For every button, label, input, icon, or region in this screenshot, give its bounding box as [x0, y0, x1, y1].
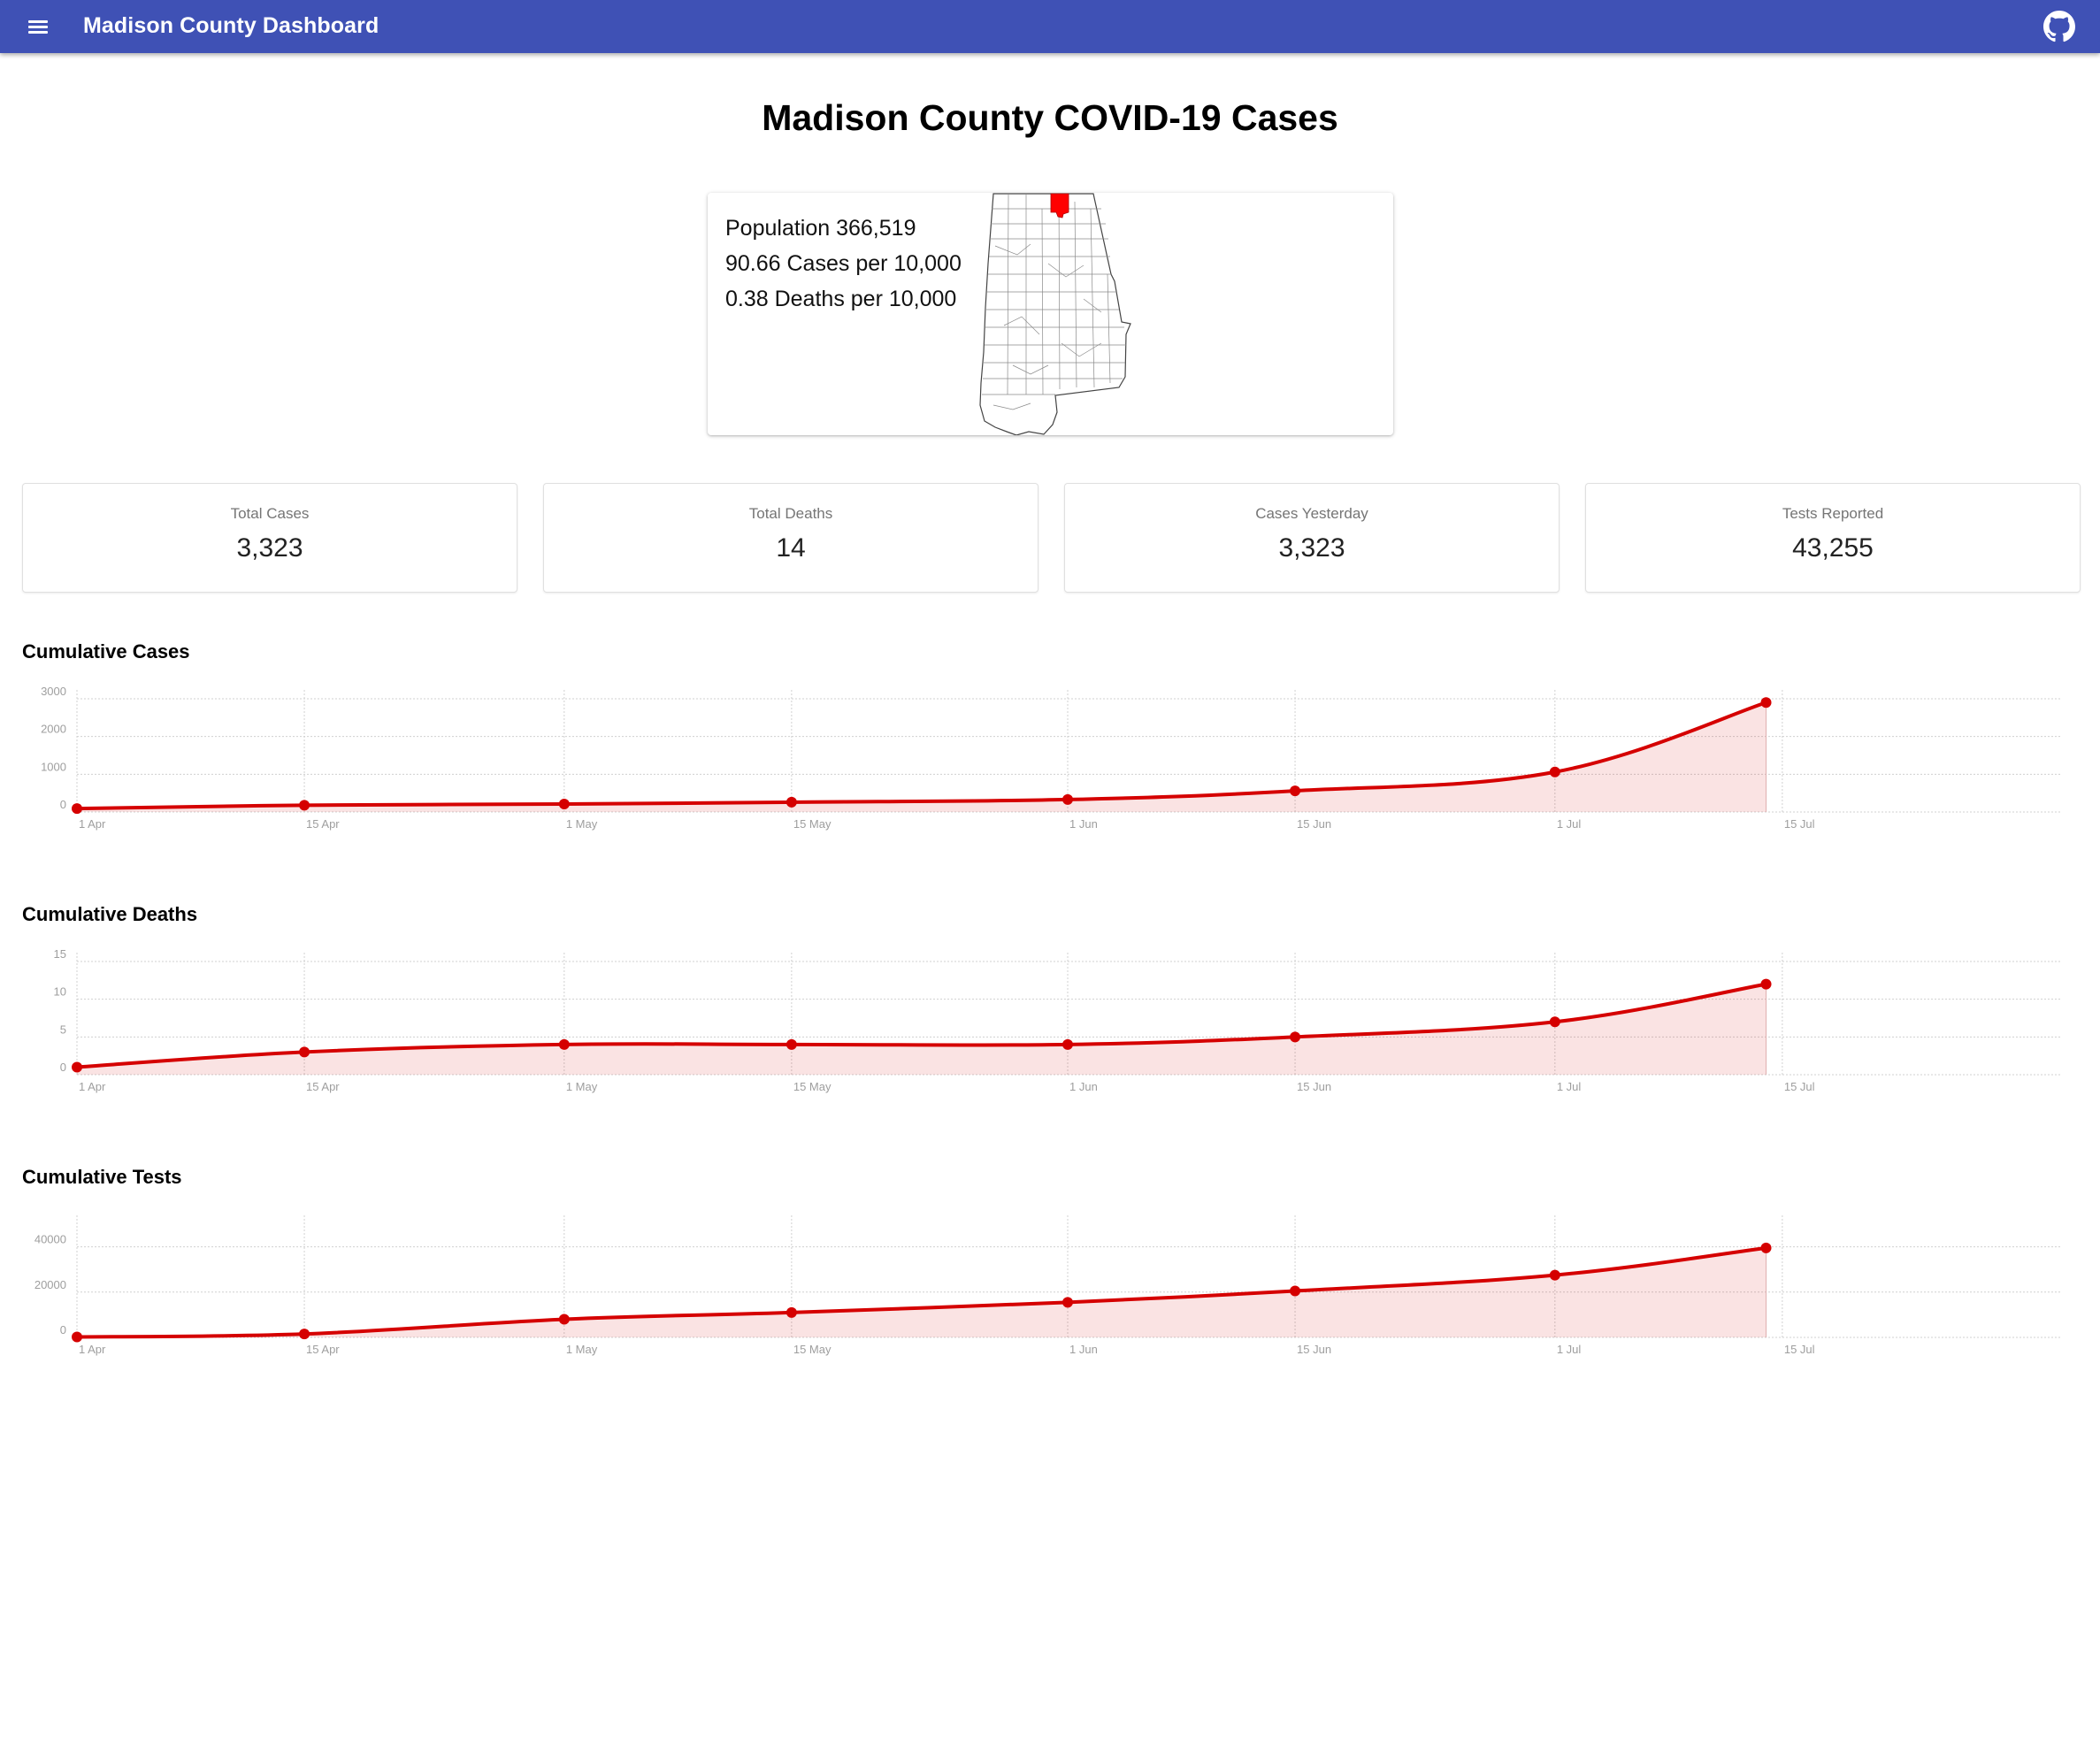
data-point[interactable] — [299, 1329, 310, 1340]
data-point[interactable] — [1062, 1297, 1073, 1308]
data-point[interactable] — [1760, 697, 1772, 708]
data-point[interactable] — [1549, 1016, 1560, 1028]
data-point[interactable] — [72, 803, 82, 815]
x-tick-label: 1 Apr — [79, 1343, 106, 1356]
page-title: Madison County COVID-19 Cases — [762, 97, 1338, 138]
series-area — [77, 984, 1767, 1075]
x-tick-label: 1 Jun — [1069, 1343, 1098, 1356]
x-tick-label: 15 May — [793, 1343, 832, 1356]
y-tick-label: 5 — [60, 1023, 66, 1036]
population-text: Population 366,519 — [725, 216, 916, 241]
data-point[interactable] — [786, 1306, 797, 1318]
cumulative-tests-chart: 1 Apr 15 Apr 1 May 15 May 1 Jun 15 Jun 1 Jul 15… — [34, 1215, 2061, 1356]
data-point[interactable] — [558, 1038, 570, 1050]
cumulative-deaths-chart: 1 Apr 15 Apr 1 May 15 May 1 Jun 15 Jun 1 Jul 15… — [54, 947, 2061, 1093]
county-info-card: Population 366,519 90.66 Cases per 10,00… — [708, 193, 1393, 435]
data-point[interactable] — [299, 800, 310, 811]
stat-value: 14 — [776, 533, 806, 563]
github-icon[interactable] — [2043, 11, 2075, 42]
y-tick-label: 1000 — [41, 760, 66, 773]
stat-value: 3,323 — [1278, 533, 1345, 563]
stat-label: Cases Yesterday — [1255, 505, 1368, 522]
data-point[interactable] — [1290, 1285, 1301, 1297]
stat-label: Total Cases — [230, 505, 310, 522]
data-point[interactable] — [1760, 1242, 1772, 1253]
x-tick-label: 1 May — [566, 1080, 598, 1093]
app-bar: Madison County Dashboard — [0, 0, 2100, 53]
series-area — [77, 702, 1767, 812]
data-point[interactable] — [1290, 1031, 1301, 1043]
x-tick-label: 15 Jul — [1784, 817, 1815, 831]
y-tick-label: 40000 — [34, 1233, 66, 1246]
data-point[interactable] — [558, 1314, 570, 1325]
series-line — [76, 701, 1767, 811]
alabama-county-map — [979, 193, 1131, 435]
x-tick-label: 15 Jul — [1784, 1343, 1815, 1356]
deaths-per-10000-text: 0.38 Deaths per 10,000 — [725, 287, 957, 311]
cases-per-10000-text: 90.66 Cases per 10,000 — [725, 251, 962, 276]
series-line — [76, 1245, 1767, 1339]
x-tick-label: 1 May — [566, 817, 598, 831]
x-tick-label: 1 Jul — [1557, 1080, 1582, 1093]
y-tick-label: 3000 — [41, 685, 66, 698]
data-point[interactable] — [1290, 785, 1301, 797]
data-point[interactable] — [1549, 766, 1560, 777]
cumulative-cases-title: Cumulative Cases — [22, 640, 190, 663]
x-tick-label: 1 Jul — [1557, 1343, 1582, 1356]
y-tick-label: 15 — [54, 947, 66, 961]
stat-label: Total Deaths — [748, 505, 833, 522]
x-tick-label: 15 Jun — [1297, 1343, 1331, 1356]
x-tick-label: 1 Apr — [79, 817, 106, 831]
x-tick-label: 15 Apr — [306, 1343, 340, 1356]
x-tick-label: 15 Apr — [306, 1080, 340, 1093]
total-deaths-card: Total Deaths 14 — [543, 483, 1039, 593]
tests-reported-card: Tests Reported 43,255 — [1585, 483, 2081, 593]
data-point[interactable] — [1062, 793, 1073, 805]
stat-value: 3,323 — [236, 533, 303, 563]
cumulative-deaths-title: Cumulative Deaths — [22, 903, 198, 925]
data-point[interactable] — [786, 1038, 797, 1050]
cases-yesterday-card: Cases Yesterday 3,323 — [1064, 483, 1560, 593]
y-tick-label: 20000 — [34, 1278, 66, 1291]
total-cases-card: Total Cases 3,323 — [22, 483, 517, 593]
x-tick-label: 15 Jul — [1784, 1080, 1815, 1093]
data-point[interactable] — [786, 796, 797, 808]
x-tick-label: 15 May — [793, 1080, 832, 1093]
x-tick-label: 15 May — [793, 817, 832, 831]
x-tick-label: 1 May — [566, 1343, 598, 1356]
y-tick-label: 0 — [60, 1323, 66, 1337]
series-line — [76, 982, 1767, 1069]
y-tick-label: 0 — [60, 1061, 66, 1074]
y-tick-label: 2000 — [41, 723, 66, 736]
x-tick-label: 1 Jul — [1557, 817, 1582, 831]
x-tick-label: 1 Jun — [1069, 817, 1098, 831]
y-tick-label: 10 — [54, 985, 66, 999]
y-tick-label: 0 — [60, 798, 66, 811]
cumulative-cases-chart: 1 Apr 15 Apr 1 May 15 May 1 Jun 15 Jun 1 Jul 15… — [41, 685, 2061, 831]
cumulative-tests-title: Cumulative Tests — [22, 1166, 182, 1188]
menu-icon[interactable] — [24, 12, 52, 41]
data-point[interactable] — [72, 1331, 82, 1343]
data-point[interactable] — [558, 799, 570, 810]
x-tick-label: 15 Jun — [1297, 817, 1331, 831]
app-title: Madison County Dashboard — [83, 13, 379, 38]
data-point[interactable] — [1062, 1038, 1073, 1050]
stat-label: Tests Reported — [1782, 505, 1884, 522]
x-tick-label: 1 Jun — [1069, 1080, 1098, 1093]
x-tick-label: 15 Apr — [306, 817, 340, 831]
x-tick-label: 15 Jun — [1297, 1080, 1331, 1093]
stat-value: 43,255 — [1792, 533, 1874, 563]
data-point[interactable] — [1760, 978, 1772, 990]
x-tick-label: 1 Apr — [79, 1080, 106, 1093]
data-point[interactable] — [72, 1061, 82, 1073]
data-point[interactable] — [1549, 1269, 1560, 1281]
series-area — [77, 1247, 1767, 1337]
data-point[interactable] — [299, 1046, 310, 1058]
